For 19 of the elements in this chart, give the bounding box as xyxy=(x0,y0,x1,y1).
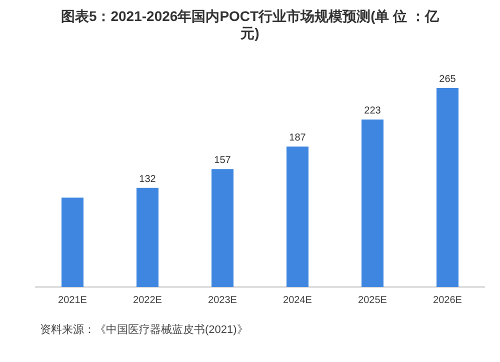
bar xyxy=(436,88,458,287)
data-label: 223 xyxy=(364,106,382,117)
data-label: 132 xyxy=(139,174,156,185)
bar xyxy=(212,169,234,287)
x-tick-label: 2023E xyxy=(208,295,238,306)
x-tick-label: 2022E xyxy=(133,295,162,306)
data-label: 187 xyxy=(289,132,306,144)
x-tick-label: 2021E xyxy=(58,295,88,306)
x-tick-label: 2026E xyxy=(433,295,462,306)
chart-title: 图表5：2021-2026年国内POCT行业市场规模预测(单 位 ：亿元) xyxy=(60,8,440,42)
bar xyxy=(62,198,84,287)
data-label: 157 xyxy=(214,155,232,166)
bar xyxy=(362,120,384,287)
bar xyxy=(136,188,158,287)
data-label: 265 xyxy=(439,74,456,85)
text: 资料来源：《中国医疗器械蓝皮书(2021)》 xyxy=(40,323,248,337)
x-tick-label: 2025E xyxy=(358,295,388,306)
x-tick-label: 2024E xyxy=(283,295,312,306)
bar xyxy=(286,146,308,287)
